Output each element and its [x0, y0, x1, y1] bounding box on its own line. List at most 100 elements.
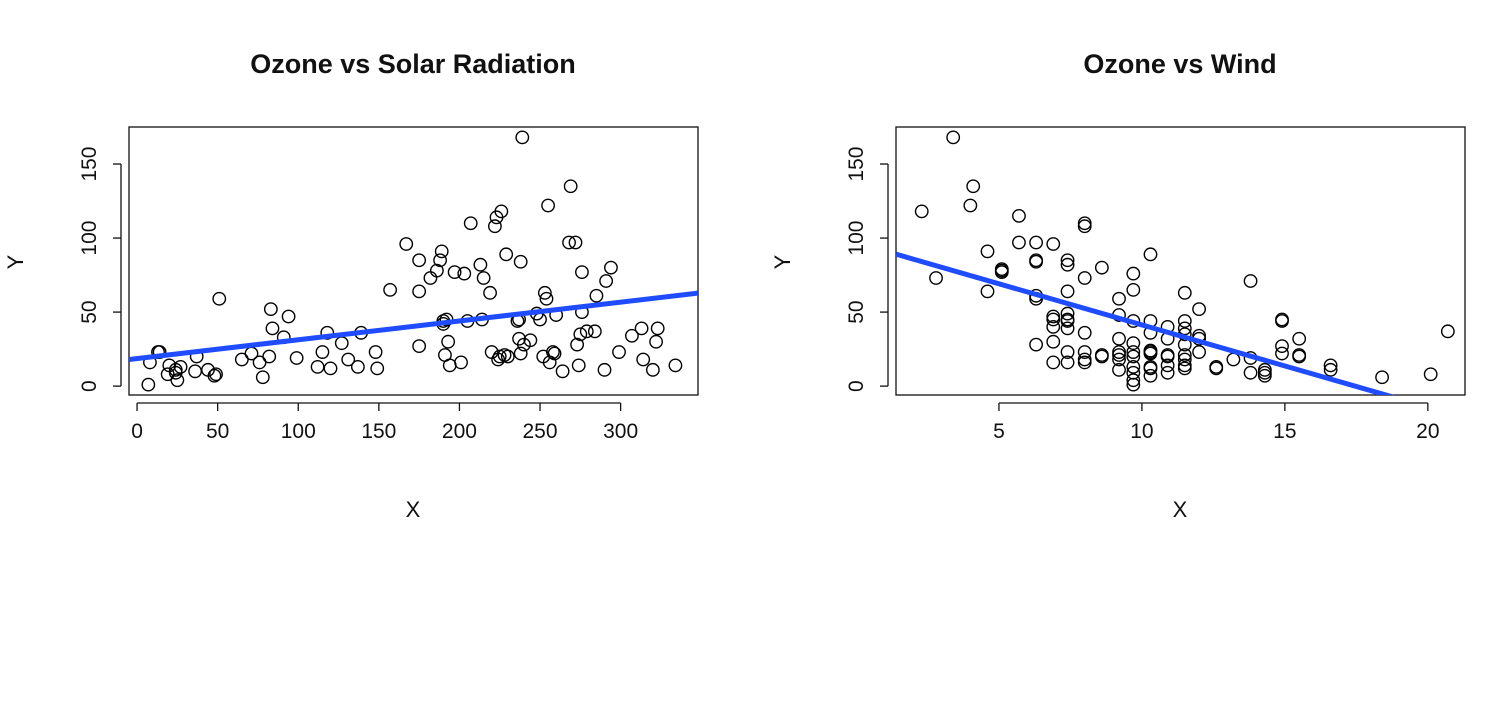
data-point: [1029, 254, 1044, 269]
chart-title: Ozone vs Solar Radiation: [250, 49, 576, 79]
data-point: [1060, 355, 1075, 370]
data-point: [1143, 361, 1158, 376]
data-point: [1077, 355, 1092, 370]
data-point: [383, 282, 398, 297]
data-point: [1177, 361, 1192, 376]
data-point: [1046, 312, 1061, 327]
data-point: [1126, 359, 1141, 374]
data-point: [141, 377, 156, 392]
data-point: [1126, 349, 1141, 364]
x-axis-label: X: [1173, 497, 1188, 522]
data-point: [488, 219, 502, 234]
data-point: [994, 265, 1009, 280]
data-point: [1160, 365, 1175, 380]
data-point: [1423, 367, 1438, 382]
plot-frame: [128, 126, 699, 396]
data-point: [473, 257, 488, 272]
data-point: [980, 284, 995, 299]
data-point: [350, 359, 365, 374]
data-point: [1275, 339, 1289, 354]
ozone-vs-solar-panel: Ozone vs Solar Radiation 0 50 100 150 200 250…: [3, 49, 699, 522]
x-tick-label: 0: [131, 420, 143, 443]
data-point: [513, 346, 528, 361]
data-point: [1094, 260, 1109, 275]
data-point: [966, 179, 981, 194]
y-axis-label: Y: [770, 254, 795, 269]
ozone-vs-wind-panel: Ozone vs Wind 5 10 15 20 0 50 100 150 X Y: [770, 49, 1466, 522]
data-point: [546, 345, 560, 359]
x-tick-label: 150: [361, 420, 396, 443]
data-point: [946, 130, 961, 145]
y-tick-label: 50: [845, 300, 868, 323]
data-point: [370, 361, 385, 376]
data-point: [1029, 337, 1044, 352]
data-point: [555, 364, 570, 379]
data-point: [537, 285, 552, 300]
data-point: [341, 352, 356, 367]
data-point: [571, 358, 586, 373]
data-point: [1275, 314, 1289, 328]
data-point: [476, 271, 491, 285]
data-point: [483, 285, 497, 300]
data-point: [1060, 306, 1075, 321]
data-point: [320, 325, 335, 340]
data-point: [255, 370, 270, 385]
data-point: [499, 247, 514, 262]
plot-frame: [895, 126, 1466, 396]
data-point: [612, 345, 626, 359]
data-point: [1112, 291, 1126, 306]
data-point: [575, 265, 589, 280]
plot-area: 5 10 15 20 0 50 100 150: [845, 126, 1466, 443]
data-point: [634, 321, 649, 336]
data-point: [668, 358, 683, 373]
data-point: [500, 349, 515, 364]
data-point: [1046, 334, 1061, 349]
y-tick-label: 150: [845, 146, 868, 181]
data-point: [1077, 271, 1092, 285]
data-point: [1143, 247, 1158, 262]
data-point: [1375, 370, 1389, 385]
data-point: [412, 253, 427, 268]
y-tick-label: 0: [78, 380, 101, 392]
data-point: [963, 198, 978, 213]
x-tick-label: 15: [1273, 420, 1296, 443]
data-point: [1060, 321, 1075, 336]
data-point: [207, 368, 222, 383]
data-point: [454, 355, 468, 370]
data-point: [597, 362, 612, 377]
data-point: [513, 254, 528, 269]
data-point: [1160, 358, 1175, 373]
data-point: [1012, 235, 1026, 250]
data-point: [441, 334, 456, 349]
data-point: [1177, 352, 1192, 367]
data-point: [1292, 349, 1307, 364]
x-tick-label: 200: [442, 420, 477, 443]
data-point: [650, 321, 665, 336]
data-point: [209, 367, 223, 382]
data-point: [645, 362, 660, 377]
data-point: [929, 271, 943, 285]
data-point: [1323, 362, 1338, 377]
data-point: [539, 291, 554, 306]
data-point: [263, 302, 278, 317]
data-point: [1060, 345, 1075, 359]
data-point: [1112, 362, 1126, 377]
data-point: [315, 345, 330, 359]
data-point: [289, 351, 304, 365]
data-point: [1126, 282, 1141, 297]
data-point: [399, 237, 414, 251]
data-point: [1177, 285, 1192, 300]
data-point: [1243, 274, 1258, 288]
plot-area: 0 50 100 150 200 250 300 0 50 100 150: [78, 126, 699, 443]
data-point: [1112, 352, 1126, 367]
data-point: [447, 265, 462, 280]
data-point: [1192, 302, 1206, 317]
data-point: [1126, 377, 1141, 392]
data-point: [568, 235, 583, 250]
x-tick-label: 10: [1130, 420, 1153, 443]
data-point: [1192, 345, 1206, 359]
data-point: [604, 260, 618, 275]
data-point: [1126, 345, 1141, 359]
data-point: [170, 373, 185, 388]
data-point: [1177, 348, 1192, 362]
